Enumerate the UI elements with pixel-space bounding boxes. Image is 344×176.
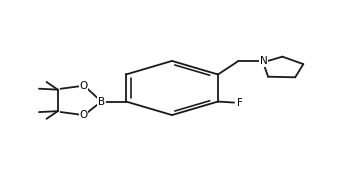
- Text: O: O: [79, 81, 88, 91]
- Text: F: F: [237, 98, 243, 108]
- Text: N: N: [260, 56, 267, 66]
- Text: O: O: [79, 110, 88, 120]
- Text: B: B: [98, 96, 105, 106]
